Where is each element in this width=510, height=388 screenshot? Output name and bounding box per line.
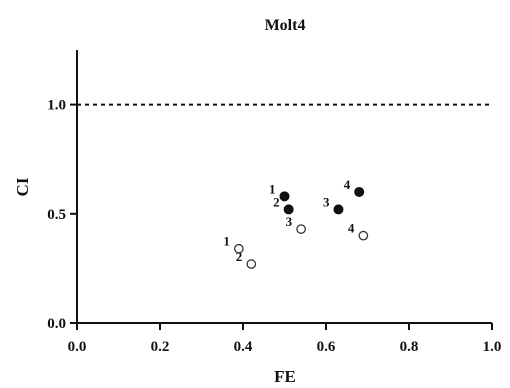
open-point-3 (296, 224, 306, 234)
x-tick-label: 0.6 (317, 339, 336, 355)
y-tick-label: 0.0 (47, 316, 66, 332)
filled-point-label-4: 4 (344, 177, 351, 192)
open-point-label-4: 4 (348, 221, 355, 236)
filled-point-4 (354, 186, 365, 197)
filled-point-3 (333, 204, 344, 215)
tick-labels: 0.0 0.2 0.4 0.6 0.8 1.0 0.0 0.5 1.0 (47, 98, 501, 355)
y-tick-label: 1.0 (47, 98, 66, 114)
open-point-label-2: 2 (236, 249, 243, 264)
x-tick-label: 0.2 (151, 339, 170, 355)
chart-title: Molt4 (265, 17, 306, 34)
filled-point-label-1: 1 (269, 181, 276, 196)
x-axis-label: FE (274, 367, 296, 386)
filled-point-1 (279, 191, 290, 202)
filled-point-2 (283, 204, 294, 215)
open-point-4 (358, 230, 369, 241)
open-point-label-3: 3 (286, 214, 293, 229)
filled-point-label-2: 2 (273, 194, 280, 209)
axes (76, 50, 492, 324)
tick-marks (70, 103, 493, 330)
x-tick-label: 0.0 (68, 339, 87, 355)
x-tick-label: 1.0 (483, 339, 502, 355)
data-points (234, 186, 369, 269)
open-point-label-1: 1 (223, 234, 230, 249)
y-axis-label: CI (13, 177, 32, 196)
x-tick-label: 0.8 (400, 339, 419, 355)
open-point-1 (234, 243, 244, 254)
open-point-2 (246, 259, 257, 269)
filled-point-label-3: 3 (323, 194, 330, 209)
x-tick-label: 0.4 (234, 339, 253, 355)
y-tick-label: 0.5 (47, 207, 66, 223)
